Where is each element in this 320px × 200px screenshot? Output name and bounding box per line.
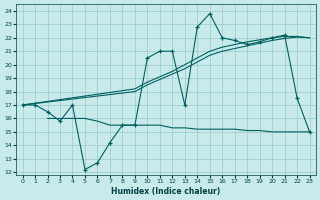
X-axis label: Humidex (Indice chaleur): Humidex (Indice chaleur) [111, 187, 221, 196]
